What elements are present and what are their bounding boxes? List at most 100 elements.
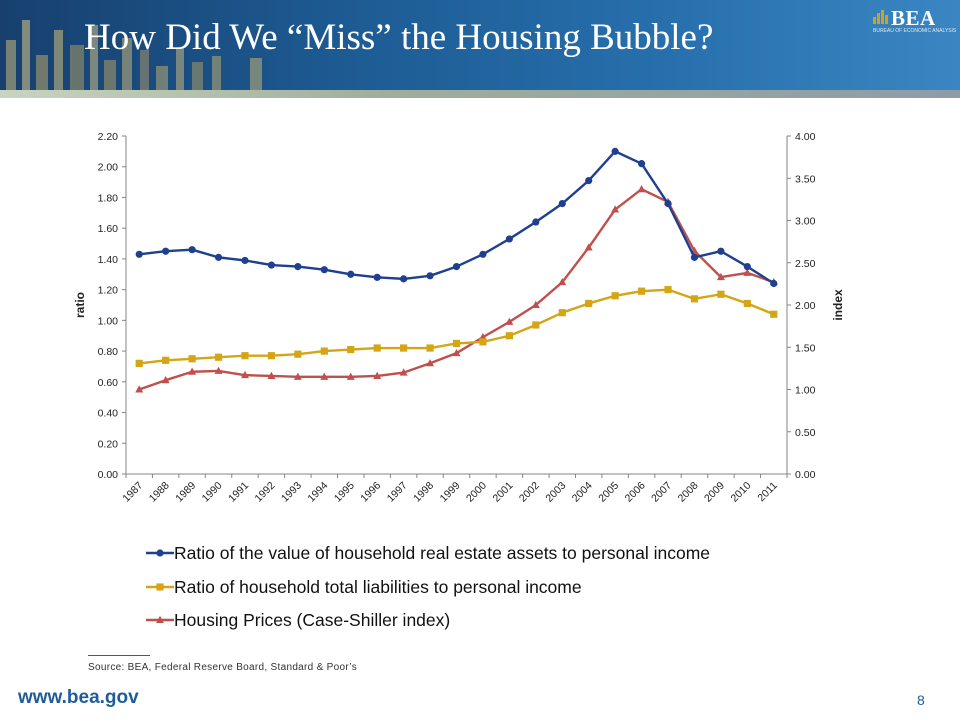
- data-point-series-2: [188, 355, 196, 363]
- y-tick-label-right: 3.00: [795, 216, 816, 228]
- logo-text: BEA: [891, 6, 936, 30]
- data-point-series-1: [241, 256, 249, 265]
- data-point-series-2: [135, 359, 143, 367]
- y-tick-label-left: 1.80: [98, 192, 119, 204]
- header-accent-band: [0, 90, 960, 98]
- x-tick-label: 1987: [120, 480, 145, 505]
- data-point-series-3: [161, 376, 170, 384]
- logo-subtext: BUREAU OF ECONOMIC ANALYSIS: [873, 28, 957, 34]
- data-point-series-3: [346, 372, 355, 380]
- data-point-series-1: [690, 253, 699, 261]
- data-point-series-2: [294, 350, 302, 358]
- slide-title: How Did We “Miss” the Housing Bubble?: [84, 17, 714, 58]
- x-tick-label: 1988: [147, 480, 172, 505]
- data-point-series-1: [664, 200, 672, 208]
- data-point-series-2: [611, 292, 619, 300]
- data-point-series-3: [637, 185, 646, 193]
- legend-label-1: Ratio of the value of household real est…: [174, 543, 710, 563]
- data-point-series-2: [664, 286, 672, 294]
- x-tick-label: 1992: [253, 480, 278, 505]
- y-tick-label-right: 1.50: [795, 342, 816, 354]
- data-point-series-2: [637, 287, 646, 295]
- data-point-series-2: [558, 309, 566, 317]
- data-point-series-2: [267, 352, 276, 360]
- x-tick-label: 2009: [702, 480, 727, 505]
- footnote-rule: [88, 655, 150, 656]
- header-collage-image: [6, 20, 262, 98]
- x-tick-label: 2000: [464, 480, 489, 505]
- x-tick-label: 2008: [676, 480, 701, 505]
- x-tick-label: 1997: [385, 480, 410, 505]
- y-tick-label-left: 1.40: [98, 254, 119, 266]
- data-point-series-1: [162, 247, 170, 255]
- data-point-series-1: [717, 247, 725, 255]
- y-tick-label-left: 0.20: [98, 438, 119, 450]
- x-tick-label: 2010: [728, 480, 753, 505]
- x-tick-label: 2003: [543, 480, 568, 505]
- page-number: 8: [917, 692, 925, 708]
- data-point-series-2: [241, 352, 249, 360]
- x-tick-label: 2002: [517, 480, 542, 505]
- data-point-series-2: [770, 310, 778, 318]
- y-axis-title-left: ratio: [73, 292, 87, 318]
- data-point-series-1: [743, 262, 751, 271]
- data-point-series-1: [373, 273, 381, 281]
- data-point-series-1: [452, 262, 461, 271]
- data-point-series-3: [531, 300, 540, 308]
- data-point-series-3: [505, 317, 514, 325]
- x-tick-label: 1991: [226, 480, 251, 505]
- data-point-series-1: [532, 218, 540, 226]
- data-point-series-3: [188, 367, 197, 375]
- y-tick-label-left: 1.60: [98, 223, 119, 235]
- source-footnote: Source: BEA, Federal Reserve Board, Stan…: [88, 662, 357, 673]
- data-point-series-1: [585, 176, 593, 185]
- x-tick-label: 1989: [173, 480, 198, 505]
- data-point-series-3: [293, 372, 302, 380]
- data-point-series-3: [611, 205, 620, 213]
- data-point-series-3: [584, 243, 593, 251]
- x-tick-label: 1990: [200, 480, 225, 505]
- data-point-series-2: [400, 344, 408, 352]
- x-tick-label: 1996: [358, 480, 383, 505]
- data-point-series-1: [347, 270, 355, 278]
- data-point-series-2: [347, 345, 355, 354]
- y-tick-label-left: 2.00: [98, 162, 119, 174]
- bea-logo-icon: [873, 10, 888, 24]
- legend-marker-2: [156, 583, 164, 591]
- data-point-series-2: [479, 338, 487, 346]
- y-tick-label-right: 0.50: [795, 427, 816, 439]
- data-point-series-3: [240, 370, 249, 379]
- data-point-series-2: [214, 353, 223, 361]
- y-tick-label-left: 0.80: [98, 346, 119, 358]
- data-point-series-1: [267, 261, 276, 269]
- y-tick-label-left: 2.20: [98, 131, 119, 143]
- data-point-series-3: [373, 371, 382, 379]
- y-tick-label-left: 1.00: [98, 315, 119, 327]
- x-tick-label: 2001: [490, 480, 515, 505]
- data-point-series-2: [505, 332, 513, 340]
- data-point-series-1: [214, 253, 223, 261]
- data-point-series-2: [585, 299, 593, 308]
- data-point-series-3: [135, 385, 144, 393]
- y-tick-label-right: 1.00: [795, 385, 816, 397]
- y-tick-label-right: 2.50: [795, 258, 816, 270]
- y-tick-label-left: 1.20: [98, 285, 119, 297]
- x-tick-label: 1995: [332, 480, 357, 505]
- website-url[interactable]: www.bea.gov: [18, 687, 139, 708]
- data-point-series-1: [294, 262, 302, 271]
- x-tick-label: 2011: [755, 480, 780, 505]
- y-axis-title-right: index: [831, 289, 845, 321]
- data-point-series-1: [558, 200, 566, 208]
- data-point-series-2: [743, 299, 751, 308]
- data-point-series-1: [479, 250, 487, 258]
- series-line-3: [138, 188, 775, 391]
- title-bar: How Did We “Miss” the Housing Bubble? BE…: [0, 0, 960, 98]
- y-tick-label-right: 2.00: [795, 300, 816, 312]
- data-point-series-3: [716, 272, 725, 281]
- x-tick-label: 1998: [411, 480, 436, 505]
- data-point-series-1: [637, 160, 646, 168]
- x-tick-label: 1994: [305, 480, 330, 505]
- data-point-series-2: [452, 339, 461, 348]
- data-point-series-3: [743, 268, 752, 276]
- data-point-series-3: [214, 366, 223, 374]
